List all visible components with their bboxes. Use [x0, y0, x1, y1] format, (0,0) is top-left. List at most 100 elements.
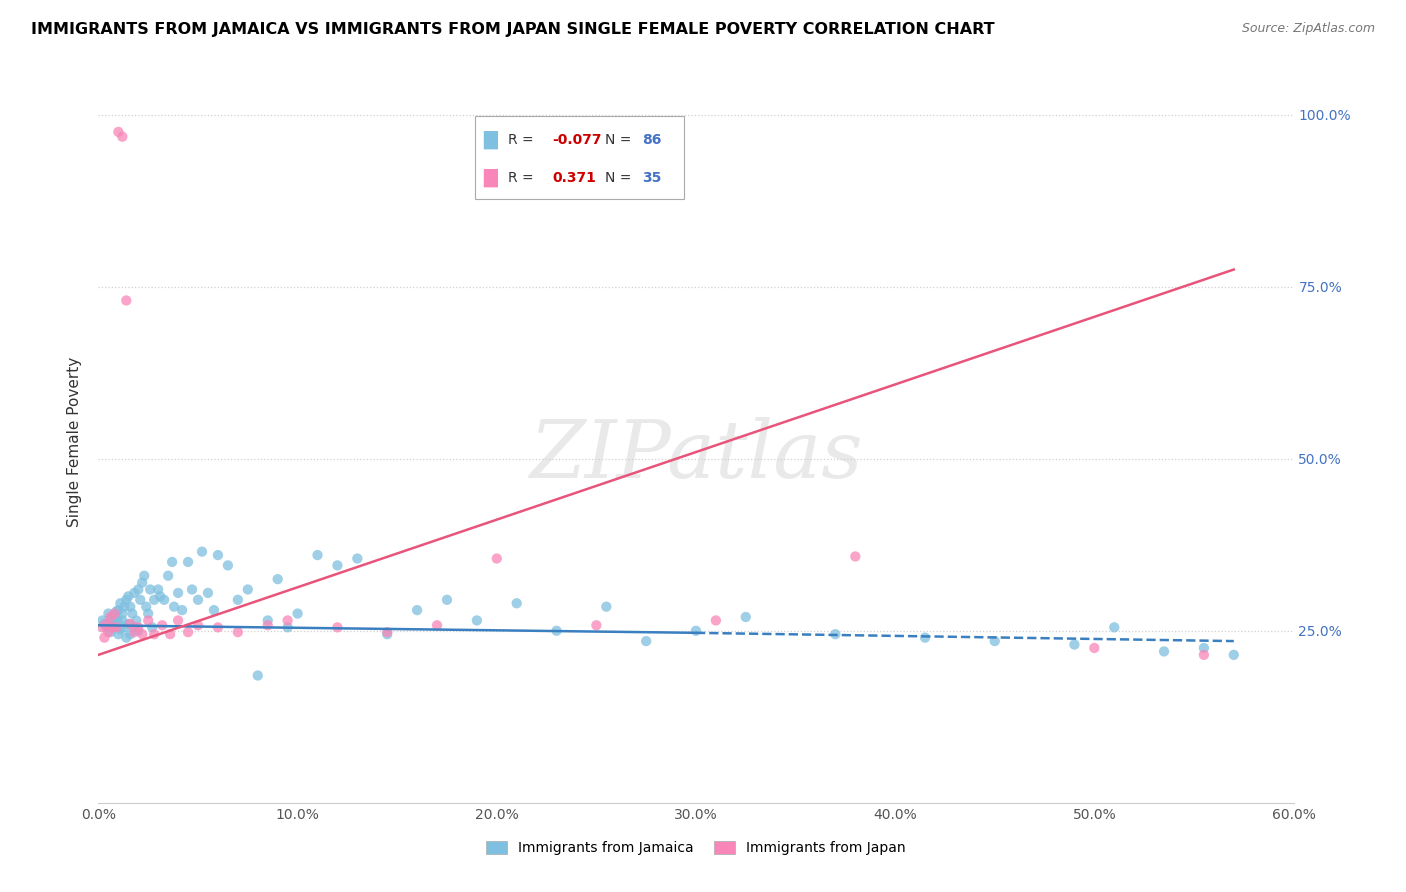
Point: [307, 548, 329, 562]
Point: [207, 548, 229, 562]
Point: [636, 634, 658, 648]
Point: [105, 605, 128, 619]
Point: [436, 592, 458, 607]
Point: [585, 618, 607, 632]
Point: [197, 586, 219, 600]
Point: [105, 611, 128, 625]
Point: [256, 614, 278, 628]
Point: [485, 551, 508, 566]
Point: [844, 549, 866, 564]
Point: [143, 627, 166, 641]
Point: [124, 625, 146, 640]
Text: 35: 35: [643, 171, 662, 185]
Point: [107, 627, 129, 641]
Point: [160, 555, 183, 569]
Point: [1192, 648, 1215, 662]
Point: [506, 596, 529, 610]
Point: [406, 603, 429, 617]
Point: [107, 615, 129, 630]
Point: [157, 568, 180, 582]
Point: [1083, 640, 1105, 655]
Point: [103, 607, 125, 621]
Point: [111, 614, 134, 628]
Point: [98, 610, 122, 624]
Point: [704, 614, 727, 628]
Text: 0.371: 0.371: [553, 171, 596, 185]
Point: [187, 618, 209, 632]
Point: [131, 627, 153, 641]
Point: [97, 618, 120, 632]
Point: [105, 620, 128, 634]
Point: [136, 607, 159, 621]
Point: [101, 620, 124, 634]
Point: [181, 582, 204, 597]
Point: [111, 129, 134, 144]
Point: [326, 620, 349, 634]
Text: N =: N =: [605, 133, 631, 146]
Point: [117, 590, 139, 604]
Point: [110, 623, 132, 637]
Point: [1063, 638, 1085, 652]
Point: [91, 614, 114, 628]
Point: [326, 558, 349, 573]
Point: [1192, 640, 1215, 655]
Point: [191, 544, 214, 558]
Point: [1223, 648, 1246, 662]
Point: [120, 616, 142, 631]
Point: [287, 607, 309, 621]
Point: [150, 618, 173, 632]
Point: [246, 668, 269, 682]
Point: [465, 614, 488, 628]
Point: [120, 599, 142, 614]
Point: [277, 620, 299, 634]
Point: [135, 599, 157, 614]
Point: [98, 615, 122, 630]
Point: [734, 610, 756, 624]
Point: [97, 607, 120, 621]
Text: R =: R =: [509, 133, 534, 146]
Point: [131, 575, 153, 590]
Point: [226, 625, 249, 640]
Point: [148, 582, 170, 597]
Point: [107, 125, 129, 139]
Point: [124, 586, 146, 600]
Point: [149, 590, 172, 604]
Point: [107, 603, 129, 617]
Point: [375, 627, 398, 641]
Text: ZIPatlas: ZIPatlas: [529, 417, 863, 495]
Point: [110, 596, 132, 610]
Point: [117, 616, 139, 631]
Point: [426, 618, 449, 632]
Text: -0.077: -0.077: [553, 133, 602, 146]
Point: [136, 614, 159, 628]
Point: [124, 620, 146, 634]
Point: [256, 618, 278, 632]
Point: [97, 625, 120, 640]
Y-axis label: Single Female Poverty: Single Female Poverty: [67, 357, 83, 526]
Point: [277, 614, 299, 628]
Point: [1153, 644, 1175, 658]
Text: 86: 86: [643, 133, 662, 146]
Point: [127, 582, 149, 597]
Point: [236, 582, 259, 597]
Text: █: █: [484, 130, 498, 149]
Point: [111, 607, 134, 621]
Text: N =: N =: [605, 171, 631, 185]
Point: [93, 631, 115, 645]
Point: [101, 620, 124, 634]
Point: [93, 616, 115, 631]
Point: [595, 599, 617, 614]
Point: [914, 631, 936, 645]
Point: [91, 620, 114, 634]
Point: [112, 620, 135, 634]
Point: [167, 586, 190, 600]
Point: [172, 603, 194, 617]
Point: [127, 624, 149, 638]
Point: [98, 625, 122, 640]
Point: [546, 624, 568, 638]
Point: [217, 558, 239, 573]
Point: [346, 551, 368, 566]
Point: [120, 627, 142, 641]
Point: [685, 624, 707, 638]
Point: [177, 625, 200, 640]
